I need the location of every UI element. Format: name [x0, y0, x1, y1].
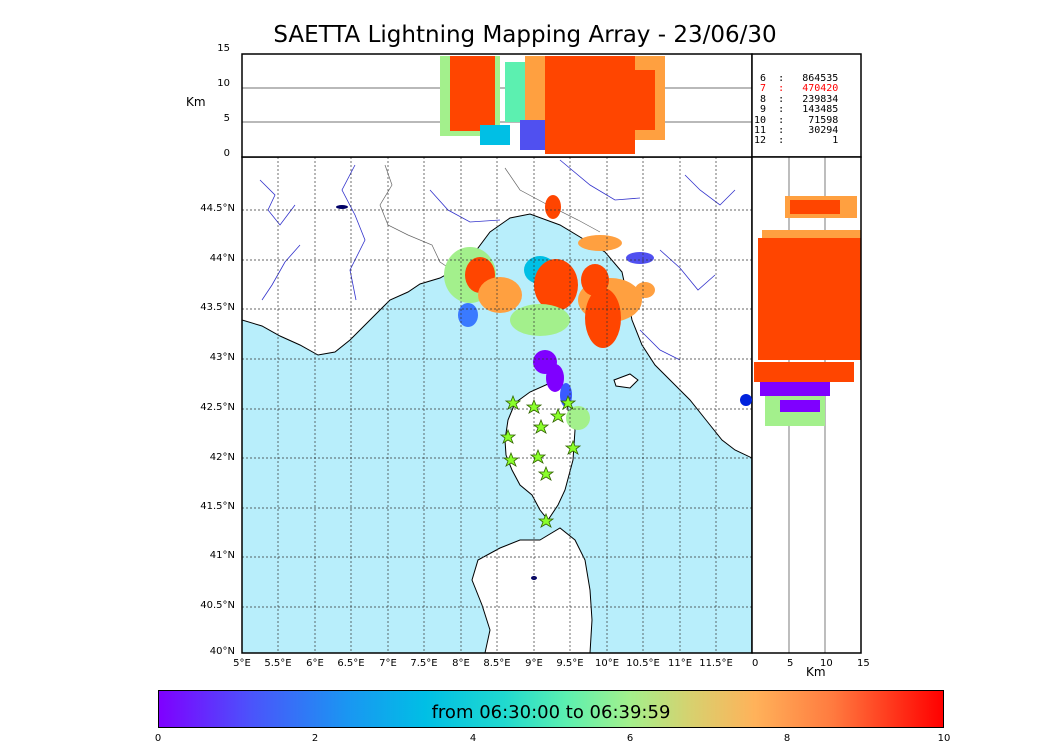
side-axis-tick: 15 — [857, 658, 870, 669]
legend-stations: 11 — [754, 125, 767, 137]
legend-row: 9 : 143485 — [760, 104, 839, 116]
side-axis-tick: 0 — [752, 658, 759, 669]
latitude-tick: 40.5°N — [200, 600, 235, 611]
legend-count: 239834 — [802, 93, 839, 105]
altitude-tick: 0 — [223, 148, 230, 159]
map-panel — [242, 157, 752, 653]
longitude-tick: 7.5°E — [410, 658, 438, 669]
longitude-tick: 10°E — [594, 658, 620, 669]
altitude-lat-panel — [752, 157, 861, 653]
legend-count: 71598 — [808, 114, 839, 126]
longitude-tick: 9.5°E — [556, 658, 584, 669]
side-panel-frame — [751, 156, 862, 654]
longitude-tick: 8°E — [452, 658, 470, 669]
longitude-tick: 6°E — [306, 658, 324, 669]
legend-stations: 12 — [754, 135, 767, 147]
legend-count: 1 — [832, 135, 839, 147]
altitude-axis-label: Km — [186, 95, 206, 109]
longitude-tick: 10.5°E — [626, 658, 660, 669]
legend-count: 143485 — [802, 104, 839, 116]
legend-row: 10 : 71598 — [754, 114, 839, 126]
altitude-tick: 5 — [223, 113, 230, 124]
colorbar-tick: 8 — [783, 733, 791, 744]
legend-count: 30294 — [808, 125, 839, 137]
latitude-tick: 40°N — [209, 646, 235, 657]
longitude-tick: 5.5°E — [264, 658, 292, 669]
longitude-tick: 11°E — [667, 658, 693, 669]
latitude-tick: 41.5°N — [200, 501, 235, 512]
longitude-tick: 9°E — [525, 658, 543, 669]
land-mainland — [242, 157, 752, 459]
legend-stations: 8 — [760, 93, 767, 105]
time-colorbar — [158, 690, 944, 728]
legend-row: 12 : 1 — [754, 135, 839, 147]
side-axis-label: Km — [806, 665, 826, 679]
longitude-tick: 7°E — [379, 658, 397, 669]
latitude-tick: 42.5°N — [200, 402, 235, 413]
legend-row: 6 : 864535 — [760, 73, 839, 84]
altitude-tick: 15 — [217, 43, 230, 54]
latitude-tick: 43°N — [209, 352, 235, 363]
latitude-tick: 41°N — [209, 550, 235, 561]
legend-stations: 6 — [760, 73, 767, 84]
longitude-tick: 11.5°E — [699, 658, 733, 669]
dot-marker — [740, 394, 752, 406]
longitude-tick: 5°E — [233, 658, 251, 669]
latitude-tick: 44.5°N — [200, 203, 235, 214]
side-axis-tick: 5 — [787, 658, 794, 669]
altitude-tick: 10 — [217, 78, 230, 89]
side-axis-tick: 10 — [820, 658, 833, 669]
legend-row: 7 : 470420 — [760, 83, 839, 95]
longitude-tick: 8.5°E — [483, 658, 511, 669]
legend-row: 11 : 30294 — [754, 125, 839, 137]
legend-stations: 10 — [754, 114, 767, 126]
legend-count: 470420 — [802, 83, 839, 95]
land-sardinia — [471, 527, 593, 653]
latitude-tick: 43.5°N — [200, 302, 235, 313]
legend-count: 864535 — [802, 73, 839, 84]
lightning-sources-map — [444, 195, 655, 430]
colorbar-tick: 0 — [154, 733, 162, 744]
latitude-tick: 44°N — [209, 253, 235, 264]
colorbar-tick: 2 — [311, 733, 319, 744]
map-gridlines — [242, 157, 752, 653]
colorbar-tick: 6 — [626, 733, 634, 744]
colorbar-tick: 4 — [469, 733, 477, 744]
altitude-lon-panel — [242, 54, 752, 157]
colorbar-label: from 06:30:00 to 06:39:59 — [431, 702, 671, 723]
station-count-legend: 6 : 864535 7 : 470420 8 : 239834 9 : 143… — [754, 73, 860, 147]
colorbar-tick: 10 — [937, 733, 951, 744]
legend-row: 8 : 239834 — [760, 93, 839, 105]
legend-stations: 7 — [760, 83, 767, 95]
legend-frame — [751, 53, 862, 158]
station-markers — [499, 394, 582, 528]
chart-title: SAETTA Lightning Mapping Array - 23/06/3… — [273, 22, 777, 48]
legend-stations: 9 — [760, 104, 767, 116]
latitude-tick: 42°N — [209, 452, 235, 463]
land-elba — [613, 373, 639, 389]
border-france-italy — [379, 164, 453, 271]
lake — [336, 205, 348, 209]
longitude-tick: 6.5°E — [337, 658, 365, 669]
